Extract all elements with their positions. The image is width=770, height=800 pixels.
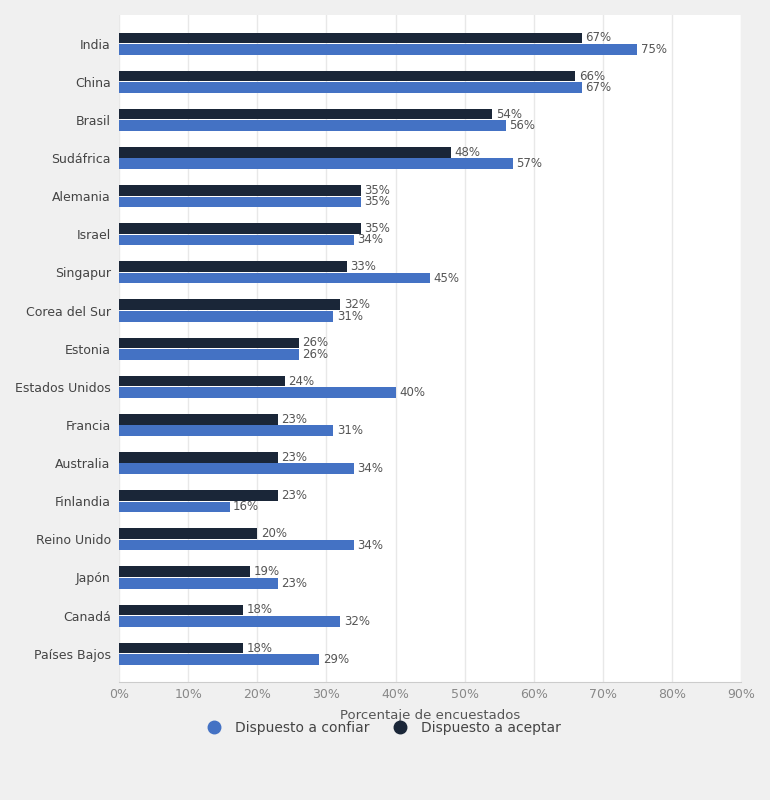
Text: 56%: 56% [510,119,536,132]
Text: 18%: 18% [247,642,273,654]
Bar [119,463,354,474]
Text: 23%: 23% [282,413,307,426]
Text: 75%: 75% [641,43,667,56]
Text: 19%: 19% [254,566,280,578]
Bar [119,109,492,119]
Text: 34%: 34% [357,462,383,475]
Text: 18%: 18% [247,603,273,616]
Bar [119,540,354,550]
Bar [119,311,333,322]
Bar [119,158,513,169]
Bar [119,426,333,436]
Bar [119,578,278,589]
Text: 33%: 33% [350,260,377,273]
Bar [119,197,361,207]
Text: 26%: 26% [302,337,328,350]
Bar [119,566,250,577]
Bar [119,528,257,539]
Bar [119,414,278,425]
Bar [119,387,396,398]
Bar [119,299,340,310]
Text: 45%: 45% [434,272,460,285]
Bar [119,654,320,665]
Text: 40%: 40% [399,386,425,399]
Text: 23%: 23% [282,577,307,590]
Text: 23%: 23% [282,489,307,502]
Text: 29%: 29% [323,653,349,666]
Bar [119,120,506,131]
Bar [119,376,285,386]
Bar [119,502,229,512]
Text: 35%: 35% [364,184,390,197]
Bar [119,262,347,272]
Bar [119,490,278,501]
Bar [119,349,299,360]
Bar [119,616,340,626]
Text: 66%: 66% [579,70,604,82]
Text: 67%: 67% [585,81,611,94]
Bar [119,273,430,283]
Text: 35%: 35% [364,195,390,208]
Text: 32%: 32% [343,615,370,628]
Text: 16%: 16% [233,501,259,514]
Bar [119,234,354,246]
Text: 23%: 23% [282,451,307,464]
Text: 24%: 24% [289,374,314,387]
Bar [119,605,243,615]
Text: 54%: 54% [496,108,522,121]
Bar [119,147,450,158]
Text: 26%: 26% [302,348,328,361]
Text: 34%: 34% [357,234,383,246]
Bar [119,33,582,43]
Bar [119,185,361,196]
X-axis label: Porcentaje de encuestados: Porcentaje de encuestados [340,710,521,722]
Legend: Dispuesto a confiar, Dispuesto a aceptar: Dispuesto a confiar, Dispuesto a aceptar [193,714,567,742]
Text: 20%: 20% [261,527,286,540]
Bar [119,338,299,348]
Text: 31%: 31% [336,424,363,437]
Text: 48%: 48% [454,146,480,158]
Text: 35%: 35% [364,222,390,235]
Bar [119,82,582,93]
Text: 67%: 67% [585,31,611,44]
Bar [119,452,278,462]
Bar [119,70,575,82]
Text: 32%: 32% [343,298,370,311]
Text: 34%: 34% [357,538,383,551]
Text: 57%: 57% [517,158,542,170]
Text: 31%: 31% [336,310,363,322]
Bar [119,642,243,654]
Bar [119,223,361,234]
Bar [119,44,638,54]
